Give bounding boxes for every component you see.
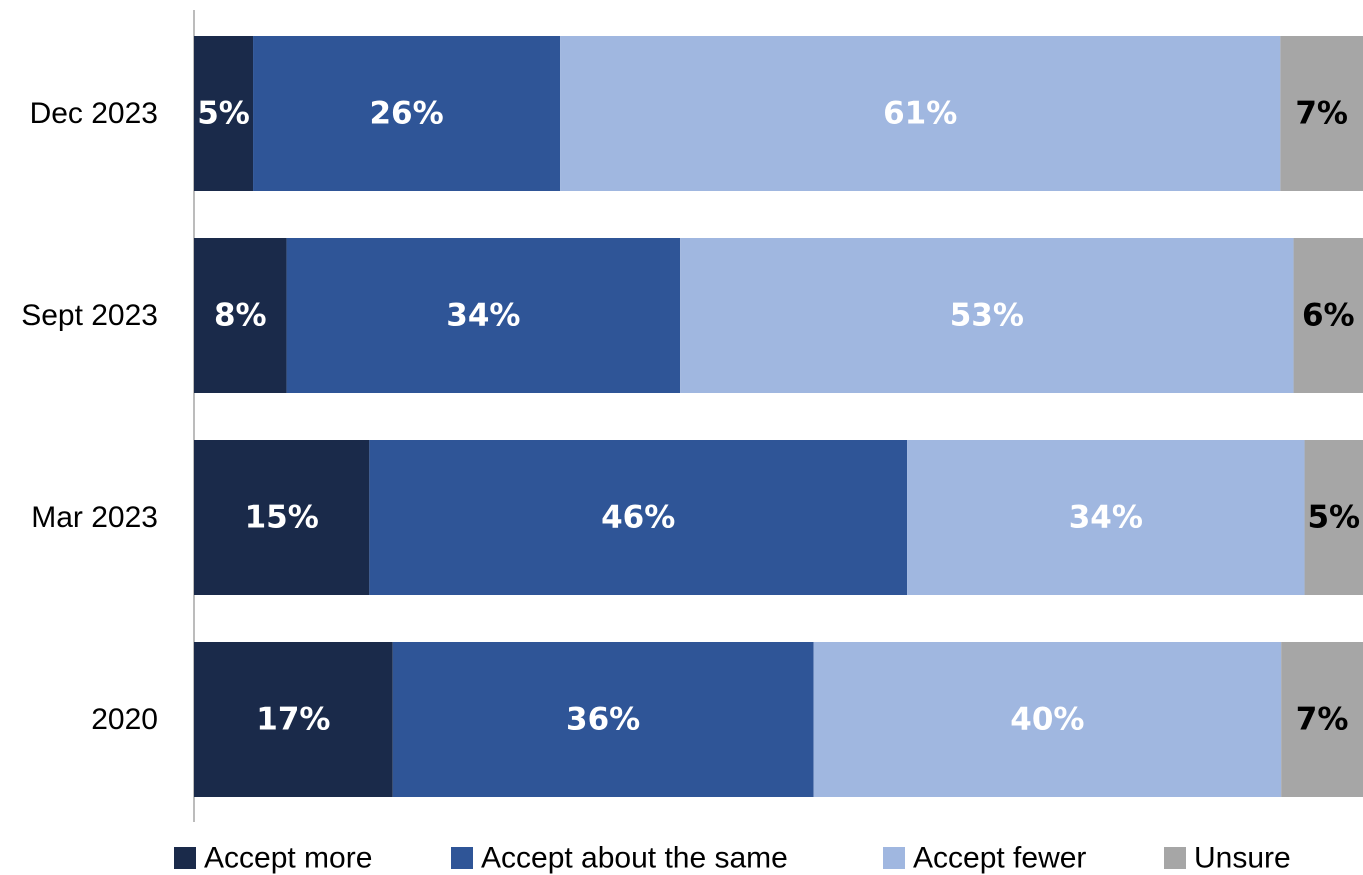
category-label-dec-2023: Dec 2023 [30,97,158,130]
bar-accept-about-the-same-sept-2023 [286,238,681,393]
bar-accept-fewer-sept-2023 [680,238,1294,393]
legend-label-unsure: Unsure [1194,842,1291,875]
data-label-accept-more-2020: 17% [256,702,330,738]
data-label-accept-fewer-sept-2023: 53% [950,298,1024,334]
data-label-accept-more-dec-2023: 5% [197,96,250,132]
legend-swatch-unsure [1164,847,1186,869]
category-label-2020: 2020 [91,703,158,736]
legend-label-accept-fewer: Accept fewer [913,842,1086,875]
legend-swatch-accept-more [174,847,196,869]
data-label-accept-about-the-same-dec-2023: 26% [369,96,443,132]
bar-accept-more-sept-2023 [194,238,287,393]
legend: Accept more Accept about the same Accept f… [174,842,1291,875]
legend-label-accept-more: Accept more [204,842,372,875]
data-label-accept-more-sept-2023: 8% [214,298,267,334]
bar-accept-fewer-dec-2023 [560,36,1281,191]
bar-accept-about-the-same-2020 [392,642,814,797]
data-label-accept-about-the-same-2020: 36% [566,702,640,738]
data-label-accept-fewer-dec-2023: 61% [883,96,957,132]
bar-unsure-mar-2023 [1304,440,1363,595]
bar-unsure-2020 [1281,642,1363,797]
data-label-accept-fewer-2020: 40% [1010,702,1084,738]
legend-label-accept-about-the-same: Accept about the same [481,842,788,875]
data-label-unsure-dec-2023: 7% [1295,96,1348,132]
data-label-accept-fewer-mar-2023: 34% [1069,500,1143,536]
legend-swatch-accept-about-the-same [451,847,473,869]
data-label-accept-about-the-same-mar-2023: 46% [601,500,675,536]
bar-accept-fewer-mar-2023 [907,440,1305,595]
bar-unsure-sept-2023 [1293,238,1363,393]
bar-accept-more-2020 [194,642,393,797]
data-label-accept-more-mar-2023: 15% [245,500,319,536]
category-label-mar-2023: Mar 2023 [31,501,158,534]
bar-accept-fewer-2020 [813,642,1282,797]
category-label-sept-2023: Sept 2023 [21,299,158,332]
bar-accept-about-the-same-dec-2023 [253,36,561,191]
data-label-accept-about-the-same-sept-2023: 34% [446,298,520,334]
legend-swatch-accept-fewer [883,847,905,869]
data-label-unsure-mar-2023: 5% [1307,500,1360,536]
data-label-unsure-sept-2023: 6% [1302,298,1355,334]
category-labels: Dec 2023 Sept 2023 Mar 2023 2020 [21,97,158,736]
bar-accept-more-mar-2023 [194,440,370,595]
bars: 5% 26% 61% 7% 8% 34% 53% 6% 15% 46% 34% 5% 17% 36% 40%… [194,36,1363,797]
data-label-unsure-2020: 7% [1296,702,1349,738]
bar-accept-more-dec-2023 [194,36,254,191]
bar-accept-about-the-same-mar-2023 [369,440,908,595]
bar-unsure-dec-2023 [1280,36,1363,191]
